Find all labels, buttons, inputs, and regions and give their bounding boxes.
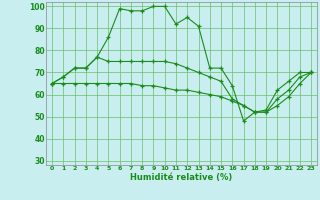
X-axis label: Humidité relative (%): Humidité relative (%) [131, 173, 233, 182]
